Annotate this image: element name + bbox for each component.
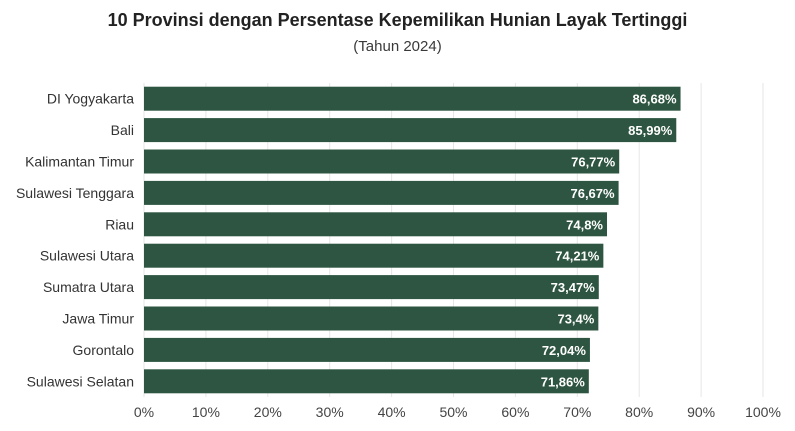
x-tick-label: 10% — [192, 404, 220, 420]
bar — [144, 243, 604, 268]
category-label: Sulawesi Utara — [40, 248, 134, 264]
bar-value-label: 86,68% — [632, 92, 677, 107]
bar-value-label: 76,67% — [570, 186, 615, 201]
bar-value-label: 85,99% — [628, 123, 673, 138]
bar — [144, 212, 608, 237]
x-tick-label: 50% — [439, 404, 467, 420]
category-label: Sumatra Utara — [43, 279, 134, 295]
category-label: Gorontalo — [73, 342, 135, 358]
x-tick-label: 90% — [687, 404, 715, 420]
chart-title: 10 Provinsi dengan Persentase Kepemilika… — [107, 10, 688, 30]
bar — [144, 149, 620, 174]
category-label: DI Yogyakarta — [47, 91, 134, 107]
x-tick-label: 0% — [134, 404, 154, 420]
x-tick-label: 100% — [745, 404, 781, 420]
chart-subtitle: (Tahun 2024) — [353, 38, 442, 55]
bar-value-label: 71,86% — [541, 374, 586, 389]
x-tick-label: 20% — [254, 404, 282, 420]
bars: 86,68% 85,99% 76,77% 76,67% 74,8% 74,21% 73,47… — [144, 86, 681, 394]
category-label: Jawa Timur — [62, 311, 134, 327]
bar — [144, 337, 590, 362]
category-label: Sulawesi Selatan — [27, 373, 134, 389]
bar — [144, 306, 599, 331]
category-label: Bali — [111, 122, 134, 138]
category-label: Kalimantan Timur — [25, 154, 134, 170]
bar-value-label: 76,77% — [571, 155, 616, 170]
x-tick-label: 80% — [625, 404, 653, 420]
x-axis-ticks: 0% 10% 20% 30% 40% 50% 60% 70% 80% 90% 100% — [134, 404, 781, 420]
bar-value-label: 72,04% — [542, 343, 587, 358]
bar — [144, 369, 589, 394]
x-tick-label: 60% — [501, 404, 529, 420]
bar — [144, 118, 677, 143]
category-label: Sulawesi Tenggara — [16, 185, 134, 201]
category-labels: DI Yogyakarta Bali Kalimantan Timur Sulawes… — [16, 91, 134, 390]
bar-value-label: 74,21% — [555, 249, 600, 264]
bar — [144, 180, 619, 205]
category-label: Riau — [105, 216, 134, 232]
bar — [144, 86, 681, 111]
bar-value-label: 73,47% — [551, 280, 596, 295]
bar-value-label: 74,8% — [566, 217, 603, 232]
x-tick-label: 70% — [563, 404, 591, 420]
bar — [144, 275, 599, 300]
bar-value-label: 73,4% — [557, 312, 594, 327]
x-tick-label: 30% — [316, 404, 344, 420]
x-tick-label: 40% — [378, 404, 406, 420]
